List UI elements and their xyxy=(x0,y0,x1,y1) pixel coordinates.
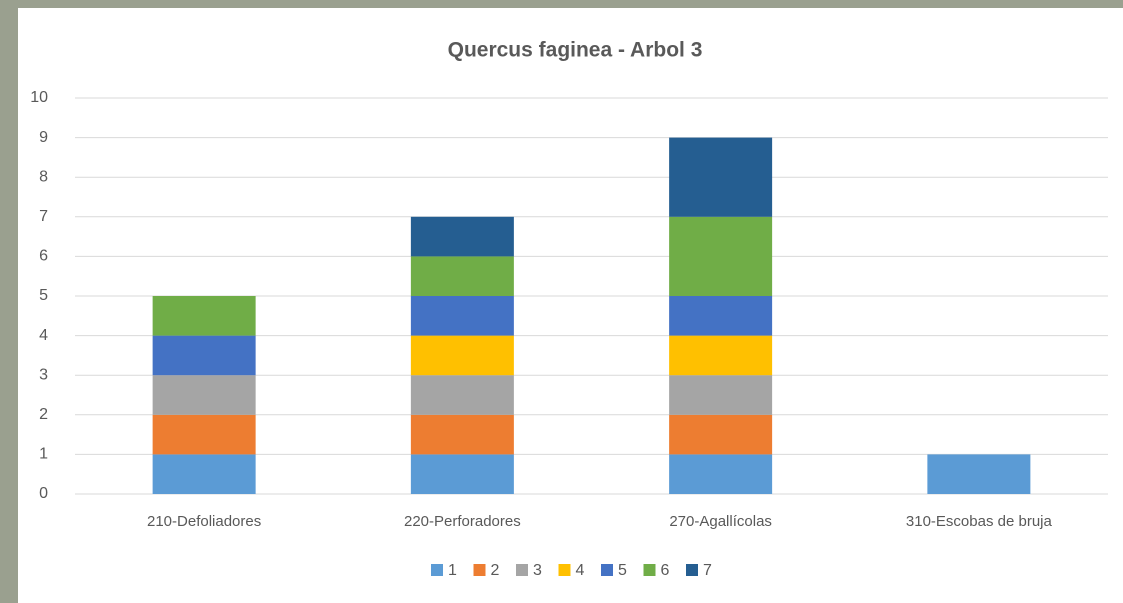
legend-label: 7 xyxy=(703,562,712,579)
x-tick-label: 310-Escobas de bruja xyxy=(906,513,1053,530)
y-tick-label: 9 xyxy=(39,129,48,146)
y-tick-label: 6 xyxy=(39,248,48,265)
x-tick-label: 220-Perforadores xyxy=(404,513,521,530)
legend-label: 4 xyxy=(576,562,585,579)
bar-segment xyxy=(410,216,514,257)
bar-segment xyxy=(669,335,773,376)
legend-label: 5 xyxy=(618,562,627,579)
bar-segment xyxy=(669,414,773,455)
x-tick-label: 270-Agallícolas xyxy=(669,513,772,530)
bar-segment xyxy=(410,414,514,455)
bar-segment xyxy=(410,454,514,494)
legend-swatch xyxy=(473,564,486,576)
bar-segment xyxy=(410,296,514,336)
y-tick-label: 0 xyxy=(39,485,48,502)
y-tick-label: 7 xyxy=(39,208,48,225)
legend-swatch xyxy=(601,564,613,576)
legend-swatch xyxy=(643,564,656,576)
bar-segment xyxy=(152,414,256,455)
bar-segment xyxy=(410,256,514,296)
y-tick-label: 5 xyxy=(39,287,48,304)
legend-label: 2 xyxy=(491,562,500,579)
bar-segment xyxy=(152,454,256,494)
y-tick-label: 8 xyxy=(39,168,48,185)
bar-segment xyxy=(669,216,773,296)
bar-segment xyxy=(152,296,256,336)
y-tick-label: 2 xyxy=(39,406,48,423)
legend-label: 3 xyxy=(533,562,542,579)
bar-segment xyxy=(669,454,773,494)
y-tick-label: 1 xyxy=(39,446,48,463)
y-tick-label: 3 xyxy=(39,366,48,383)
legend-swatch xyxy=(516,564,528,576)
bar-segment xyxy=(927,454,1031,494)
legend-label: 6 xyxy=(661,562,670,579)
bar-segment xyxy=(410,335,514,376)
legend-swatch xyxy=(558,564,571,576)
bar-segment xyxy=(152,375,256,415)
bar-segment xyxy=(669,375,773,415)
bar-segment xyxy=(410,375,514,415)
legend-swatch xyxy=(686,564,698,576)
bar-segment xyxy=(669,137,773,217)
chart-title: Quercus faginea - Arbol 3 xyxy=(448,39,703,62)
bar-segment xyxy=(669,296,773,336)
bar-segment xyxy=(152,335,256,376)
y-tick-label: 10 xyxy=(30,89,48,106)
legend-swatch xyxy=(431,564,443,576)
legend-label: 1 xyxy=(448,562,457,579)
y-tick-label: 4 xyxy=(39,327,48,344)
x-tick-label: 210-Defoliadores xyxy=(147,513,261,530)
